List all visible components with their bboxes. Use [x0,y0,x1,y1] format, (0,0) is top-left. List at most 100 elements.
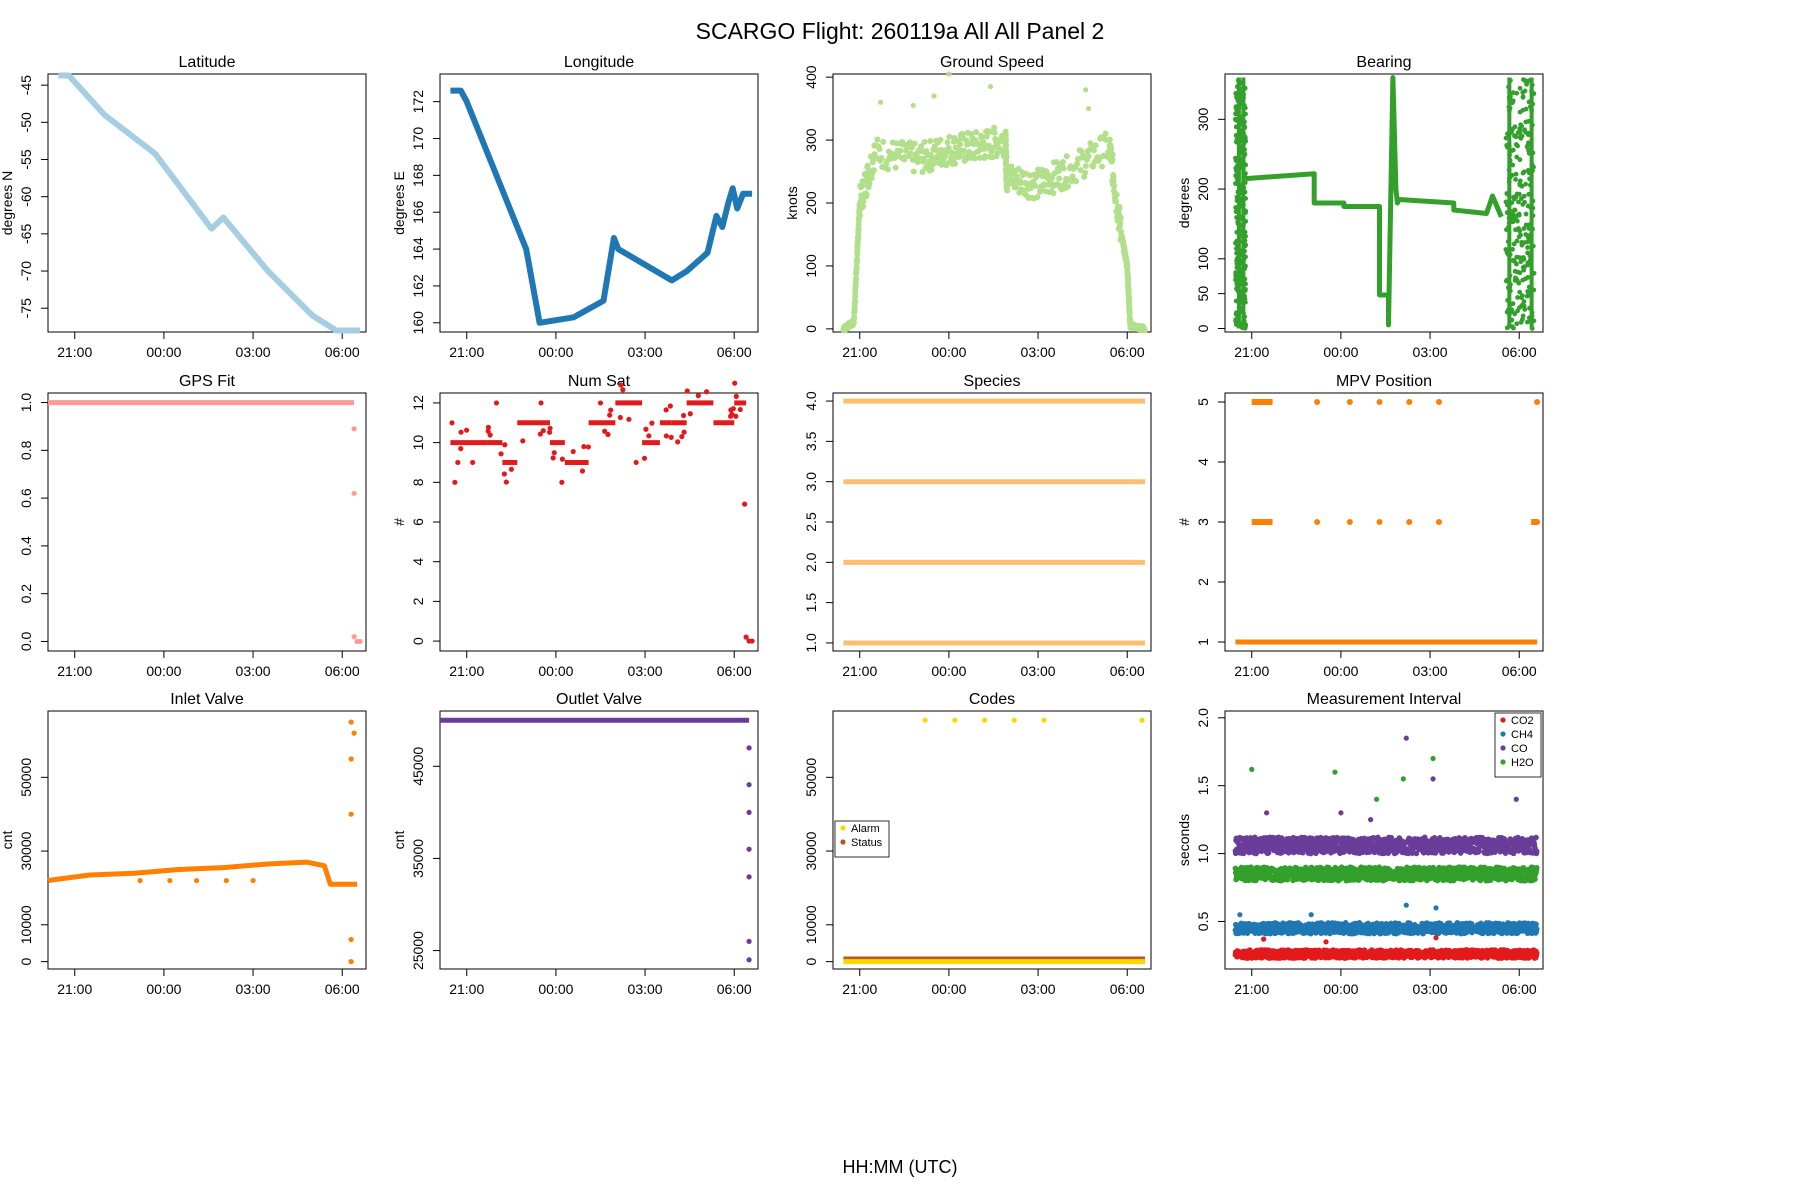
panel-title: Latitude [179,54,236,71]
x-tick-label: 21:00 [449,663,484,679]
scatter-point [892,164,899,171]
scatter-point [1003,154,1010,161]
noise-point [1517,182,1523,188]
noise-point [1511,325,1516,331]
outlier-point [1083,87,1089,93]
noise-point [1524,293,1530,299]
series-point [1533,864,1540,871]
outlier-point [910,102,916,109]
outlier-point [746,938,752,944]
y-tick-label: 1 [1195,638,1211,646]
scatter-point [663,407,669,413]
y-axis-label: seconds [1176,814,1192,866]
y-tick-label: -70 [18,261,34,281]
noise-point [1523,232,1529,237]
scatter-point [1125,289,1132,296]
x-tick-label: 21:00 [1234,344,1269,360]
scatter-point [851,297,858,304]
noise-point [1520,313,1526,319]
scatter-point [933,147,940,154]
series-point [1409,850,1416,856]
scatter-point [911,140,918,147]
scatter-point [856,212,863,219]
scatter-point [449,420,455,426]
x-tick-label: 00:00 [146,663,181,679]
noise-point [1522,127,1527,133]
y-tick-label: 45000 [410,747,426,786]
scatter-point [850,320,857,327]
scatter-point [937,136,944,143]
y-axis-label: degrees E [391,171,407,235]
noise-point [1520,94,1526,100]
outlier-point [1249,766,1255,772]
scatter-point [1113,198,1120,205]
y-axis-label: cnt [391,831,407,850]
scatter-point [906,139,913,146]
outlier-point [559,479,565,485]
scatter-point [907,150,914,157]
noise-point [1510,212,1516,218]
noise-point [1512,268,1518,274]
x-tick-label: 00:00 [1323,663,1358,679]
y-tick-label: 0.0 [18,632,34,652]
outlier-point [493,400,500,406]
noise-point [1516,211,1522,217]
x-tick-label: 03:00 [236,663,271,679]
noise-point [1523,222,1529,228]
x-tick-label: 00:00 [538,981,573,997]
outlier-point [1400,776,1406,782]
scatter-point [503,479,509,485]
noise-point [1520,89,1526,95]
plot-frame [47,392,367,652]
panel-title: Codes [969,691,1015,708]
outlier-point [1338,810,1344,816]
noise-bar [1236,77,1241,329]
y-tick-label: -60 [18,186,34,206]
panel-title: Longitude [564,54,634,71]
scatter-point [880,138,887,145]
noise-point [1525,260,1531,266]
scatter-point [1065,183,1072,190]
scatter-point [547,425,553,431]
y-axis-label: degrees [1176,178,1192,229]
y-tick-label: 1.0 [803,633,819,653]
x-tick-label: 03:00 [1021,344,1056,360]
scatter-point [1004,187,1011,194]
scatter-point [927,137,934,144]
y-tick-label: 10000 [803,905,819,944]
y-tick-label: 1.5 [1195,776,1211,796]
outlier-point [1513,796,1519,802]
scatter-point [550,455,556,461]
scatter-point [960,147,967,154]
scatter-point [1141,327,1148,334]
scatter-point [860,198,867,205]
y-tick-label: 8 [410,478,426,486]
noise-point [1511,258,1517,264]
noise-point [1233,116,1238,122]
scatter-point [1098,163,1105,170]
y-tick-label: 160 [410,311,426,335]
x-tick-label: 00:00 [538,344,573,360]
noise-point [1517,228,1523,234]
outlier-point [348,936,354,943]
x-tick-label: 00:00 [146,344,181,360]
plot-frame [439,73,759,333]
scatter-point [1012,184,1019,191]
outlier-point [1237,912,1243,918]
plot-frame [47,73,367,333]
noise-point [1512,311,1518,317]
scatter-point [1013,173,1020,180]
y-tick-label: 0.4 [18,536,34,556]
outlier-point [1308,912,1314,918]
y-tick-label: 1.0 [1195,844,1211,864]
legend-label: Status [851,837,883,849]
scatter-point [641,455,648,461]
scatter-point [1003,142,1010,149]
scatter-point [737,406,743,413]
panel-title: MPV Position [1336,373,1432,390]
scatter-point [942,152,949,159]
outlier-point [597,400,604,406]
outlier-point [348,756,354,762]
